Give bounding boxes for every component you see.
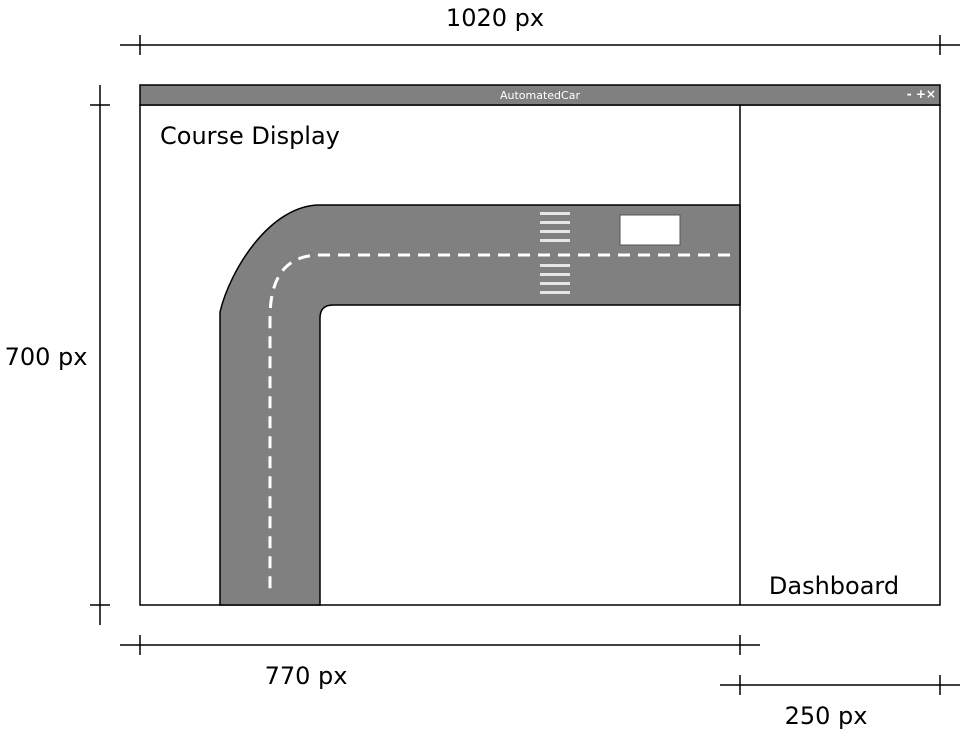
dashboard-label: Dashboard xyxy=(769,572,899,600)
dimension-total-height: 700 px xyxy=(5,85,110,625)
dimension-total-width: 1020 px xyxy=(120,4,960,55)
window-titlebar[interactable] xyxy=(139,84,941,106)
crosswalk xyxy=(540,212,570,294)
crosswalk-stripe xyxy=(540,264,570,267)
crosswalk-stripe xyxy=(540,282,570,285)
crosswalk-stripe xyxy=(540,291,570,294)
dashboard-panel: Dashboard xyxy=(769,572,899,600)
total-width-label: 1020 px xyxy=(446,4,544,32)
course-width-label: 770 px xyxy=(265,662,348,690)
window-title: AutomatedCar xyxy=(500,89,580,102)
dashboard-width-label: 250 px xyxy=(785,702,868,730)
crosswalk-stripe xyxy=(540,239,570,242)
dimension-course-width: 770 px xyxy=(120,635,760,690)
course-display-label: Course Display xyxy=(160,122,340,150)
car-icon xyxy=(619,214,681,246)
crosswalk-stripe xyxy=(540,221,570,224)
window-controls[interactable]: - +× xyxy=(907,87,936,101)
total-height-label: 700 px xyxy=(5,343,88,371)
crosswalk-stripe xyxy=(540,212,570,215)
crosswalk-stripe xyxy=(540,230,570,233)
crosswalk-stripe xyxy=(540,273,570,276)
course-display-panel: Course Display xyxy=(160,122,741,606)
road-track xyxy=(219,204,741,606)
dimension-dashboard-width: 250 px xyxy=(720,675,960,730)
